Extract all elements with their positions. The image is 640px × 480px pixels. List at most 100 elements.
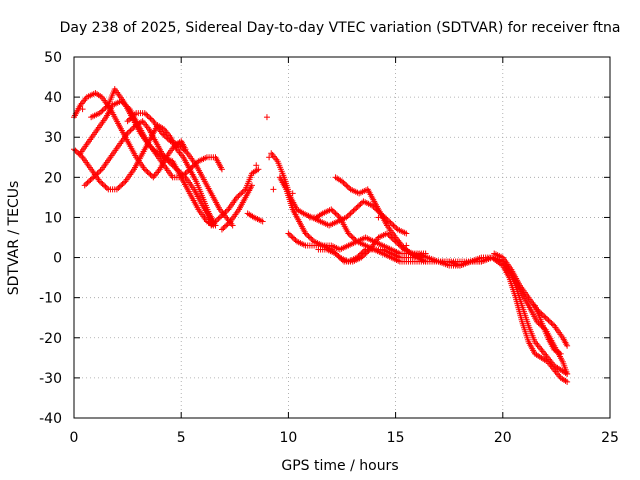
data-point: [352, 237, 359, 244]
data-point: [229, 222, 236, 229]
data-point: [98, 108, 105, 115]
x-tick-label: 25: [601, 430, 619, 446]
data-point: [103, 103, 110, 110]
data-point: [359, 253, 366, 260]
series-arc-5: [88, 86, 217, 229]
data-point: [222, 209, 229, 216]
data-point: [289, 190, 296, 197]
data-point: [219, 211, 226, 218]
data-point: [143, 111, 150, 118]
data-point: [346, 231, 353, 238]
data-point: [344, 183, 351, 190]
y-tick-label: 50: [44, 50, 62, 66]
data-point: [218, 166, 225, 173]
data-point: [78, 152, 85, 159]
data-point: [223, 207, 230, 214]
data-point: [90, 174, 97, 181]
y-axis-label: SDTVAR / TECUs: [6, 181, 22, 296]
data-point: [84, 179, 91, 186]
data-point: [91, 172, 98, 179]
data-point: [218, 213, 225, 220]
data-point: [348, 233, 355, 240]
data-point: [103, 185, 110, 192]
series-arc-20: [531, 302, 564, 357]
data-point: [548, 320, 555, 327]
data-point: [389, 221, 396, 228]
data-point: [399, 245, 406, 252]
series-arc-6: [124, 110, 236, 229]
data-point: [259, 218, 266, 225]
data-point: [126, 116, 133, 123]
data-point: [177, 143, 184, 150]
data-point: [306, 234, 313, 241]
y-tick-label: -30: [39, 371, 62, 387]
data-point: [241, 187, 248, 194]
data-point: [235, 193, 242, 200]
y-tick-label: 20: [44, 170, 62, 186]
data-point: [395, 241, 402, 248]
data-point: [398, 243, 405, 250]
data-points: [71, 86, 571, 385]
data-point: [338, 255, 345, 262]
data-point: [266, 154, 273, 161]
data-point: [343, 214, 350, 221]
data-point: [305, 233, 312, 240]
data-point: [346, 185, 353, 192]
series-arc-7: [208, 166, 262, 229]
data-point: [339, 257, 346, 264]
data-point: [356, 202, 363, 209]
data-point: [263, 114, 270, 121]
data-point: [386, 233, 393, 240]
data-point: [388, 234, 395, 241]
data-point: [101, 182, 108, 189]
data-point: [349, 209, 356, 216]
data-point: [121, 179, 128, 186]
data-point: [248, 182, 255, 189]
data-point: [144, 112, 151, 119]
data-point: [183, 148, 190, 155]
data-point: [208, 222, 215, 229]
data-point: [329, 207, 336, 214]
series-arc-19: [491, 250, 571, 349]
data-point: [340, 179, 347, 186]
data-point: [236, 191, 243, 198]
x-tick-label: 20: [494, 430, 512, 446]
data-point: [391, 223, 398, 230]
data-point: [384, 230, 391, 237]
data-point: [76, 151, 83, 158]
data-point: [393, 225, 400, 232]
data-point: [141, 110, 148, 117]
data-point: [545, 317, 552, 324]
data-point: [385, 231, 392, 238]
data-point: [88, 175, 95, 182]
data-point: [354, 203, 361, 210]
data-point: [97, 167, 104, 174]
data-point: [333, 211, 340, 218]
data-point: [351, 235, 358, 242]
data-point: [369, 202, 376, 209]
data-point: [148, 144, 155, 151]
data-point: [350, 207, 357, 214]
data-point: [255, 166, 262, 173]
data-point: [239, 189, 246, 196]
data-point: [146, 114, 153, 121]
data-point: [188, 164, 195, 171]
data-point: [127, 115, 134, 122]
data-point: [153, 148, 160, 155]
data-point: [544, 316, 551, 323]
data-point: [546, 318, 553, 325]
data-point: [180, 146, 187, 153]
data-point: [86, 178, 93, 185]
data-point: [336, 254, 343, 261]
data-point: [224, 221, 231, 228]
grid-lines: [74, 57, 610, 418]
data-point: [333, 251, 340, 258]
data-point: [81, 182, 88, 189]
data-point: [392, 238, 399, 245]
data-point: [147, 115, 154, 122]
x-tick-label: 10: [279, 430, 297, 446]
data-point: [96, 110, 103, 117]
data-point: [96, 178, 103, 185]
data-point: [147, 143, 154, 150]
